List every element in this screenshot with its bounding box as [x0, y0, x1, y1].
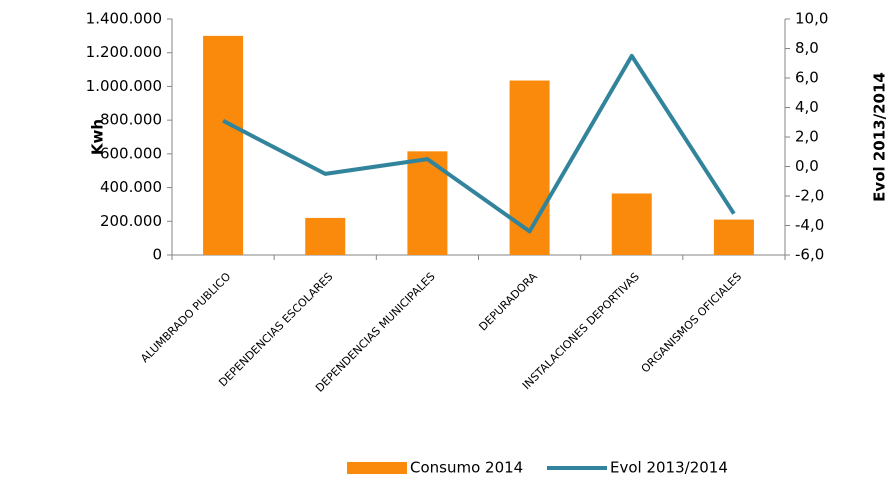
x-tick-label: ALUMBRADO PUBLICO [138, 270, 233, 365]
bar [713, 219, 754, 255]
bar [305, 217, 346, 255]
line [222, 53, 736, 234]
x-tick-label: DEPENDENCIAS ESCOLARES [216, 270, 335, 389]
legend-swatch [347, 462, 407, 474]
y-tick-label: 400.000 [100, 178, 162, 196]
y-tick-label: 1.200.000 [86, 43, 162, 61]
y2-tick-label: -6,0 [795, 246, 824, 264]
legend-label: Consumo 2014 [410, 459, 523, 477]
y-tick-label: 1.400.000 [86, 10, 162, 28]
x-tick-label: INSTALACIONES DEPORTIVAS [520, 270, 642, 392]
legend-label: Evol 2013/2014 [610, 459, 728, 477]
bar [611, 193, 652, 255]
y-tick-label: 800.000 [100, 111, 162, 129]
x-tick-label: DEPENDENCIAS MUNICIPALES [313, 270, 438, 395]
y2-tick-label: 10,0 [795, 10, 828, 28]
y2-tick-label: 8,0 [795, 39, 819, 57]
y2-axis-title: Evol 2013/2014 [871, 72, 889, 202]
y2-tick-label: 4,0 [795, 98, 819, 116]
y-tick-label: 200.000 [100, 212, 162, 230]
y-tick-label: 1.000.000 [86, 77, 162, 95]
y2-tick-label: 0,0 [795, 157, 819, 175]
y-axis-title: Kwh [89, 119, 107, 155]
y2-tick-label: 2,0 [795, 128, 819, 146]
y2-tick-label: -4,0 [795, 216, 824, 234]
y2-tick-label: -2,0 [795, 187, 824, 205]
bar [509, 80, 550, 256]
y2-tick-label: 6,0 [795, 69, 819, 87]
x-tick-label: ORGANISMOS OFICIALES [639, 270, 744, 375]
y-tick-label: 0 [152, 246, 162, 264]
bar [203, 35, 244, 255]
x-tick-label: DEPURADORA [476, 270, 540, 334]
y-tick-label: 600.000 [100, 144, 162, 162]
